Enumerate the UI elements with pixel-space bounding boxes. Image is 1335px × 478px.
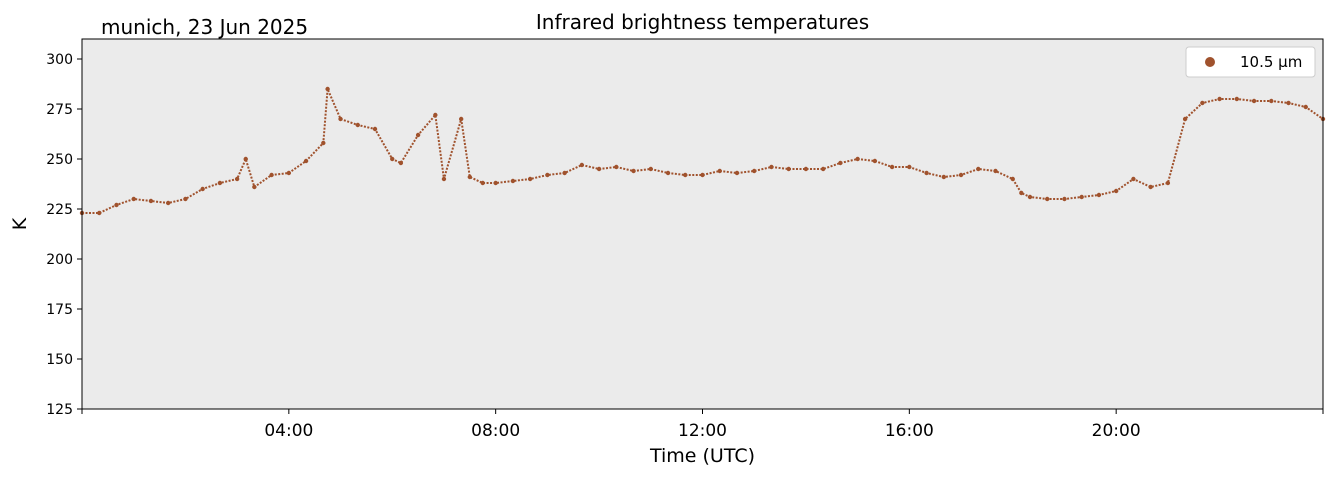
x-axis-label: Time (UTC) [649,445,755,467]
y-tick-label: 250 [46,152,73,168]
y-tick-label: 225 [46,202,73,218]
chart-subtitle: munich, 23 Jun 2025 [101,15,308,39]
plot-area [82,39,1323,409]
data-point [683,172,688,178]
axes-layer: 125 150 175 200 225 250 275 300 04:00 08:00 12:00 1… [46,52,1324,441]
data-point [493,180,498,186]
x-tick-label: 04:00 [264,421,313,441]
y-tick-label: 125 [46,402,73,418]
y-tick-label: 200 [46,252,73,268]
x-tick-label: 08:00 [471,421,520,441]
legend: 10.5 µm [1185,46,1316,78]
y-tick-label: 150 [46,352,73,368]
x-tick-label: 20:00 [1092,421,1141,441]
legend-marker [1205,57,1215,67]
x-tick-label: 16:00 [885,421,934,441]
y-tick-label: 175 [46,302,73,318]
series-trace [82,88,1324,214]
legend-box [1185,46,1316,78]
x-tick-label: 12:00 [678,421,727,441]
scatter-layer [79,86,1326,216]
y-axis-label: K [9,217,31,230]
data-point [803,166,809,172]
y-tick-label: 300 [46,52,73,68]
chart-title: Infrared brightness temperatures [536,10,869,34]
legend-label: 10.5 µm [1240,53,1302,71]
y-tick-label: 275 [46,102,73,118]
